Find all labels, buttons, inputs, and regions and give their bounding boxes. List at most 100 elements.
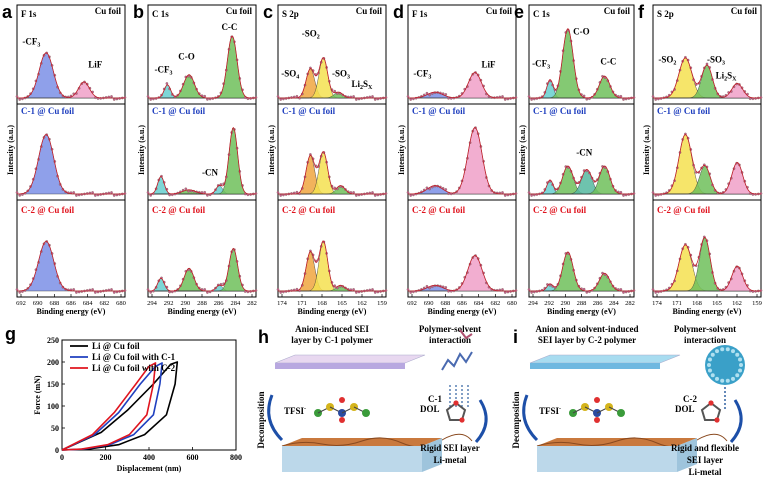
x-tick-label: 800 <box>230 453 242 462</box>
panel-label: g <box>5 324 16 344</box>
result-label: SEI layer <box>687 455 723 465</box>
x-tick-label: 171 <box>672 300 682 307</box>
x-tick-label: 692 <box>407 300 417 307</box>
x-axis-label: Binding energy (eV) <box>298 307 367 316</box>
scheme-title: layer by C-1 polymer <box>291 335 373 345</box>
decomposition-arrow <box>522 394 539 442</box>
x-tick-label: 400 <box>143 453 155 462</box>
y-axis-label: Intensity (a.u.) <box>397 125 406 175</box>
panel-label: d <box>393 2 404 22</box>
x-tick-label: 171 <box>297 300 307 307</box>
dol-label: DOL <box>420 404 440 414</box>
x-tick-label: 294 <box>528 300 539 307</box>
panel-label: f <box>638 2 645 22</box>
sample-label-c1: C-1 @ Cu foil <box>21 106 75 116</box>
sample-label-c1: C-1 @ Cu foil <box>657 106 711 116</box>
envelope-fit <box>148 126 256 195</box>
x-tick-label: 290 <box>560 300 570 307</box>
x-tick-label: 282 <box>625 300 635 307</box>
peak-annotation: C-O <box>573 27 590 37</box>
envelope-fit <box>529 28 634 99</box>
flow-arrow <box>729 399 743 444</box>
peak-annotation: -SO2 <box>658 54 676 66</box>
x-tick-label: 174 <box>277 300 288 307</box>
xps-panels: a F 1s Cu foil C-1 @ Cu foil C-2 @ Cu foil -C… <box>2 2 763 316</box>
scheme-title: Anion-induced SEI <box>295 324 369 334</box>
envelope-fit <box>278 151 386 195</box>
panel-c: c S 2p Cu foil C-1 @ Cu foil C-2 @ Cu foil -S… <box>263 2 388 316</box>
envelope-fit <box>16 134 125 195</box>
x-tick-label: 165 <box>337 300 347 307</box>
y-tick-label: 100 <box>47 402 59 411</box>
peak-annotation: -CF3 <box>22 37 40 49</box>
panel-f: f S 2p Cu foil C-1 @ Cu foil C-2 @ Cu foil -S… <box>638 2 763 316</box>
peak-annotation: -CF3 <box>154 64 172 76</box>
legend-entry: Li @ Cu foil with C-1 <box>92 352 176 362</box>
dol-label: DOL <box>675 404 695 414</box>
peak-annotation: -SO3 <box>332 68 350 80</box>
x-tick-label: 690 <box>424 300 434 307</box>
y-axis-label: Intensity (a.u.) <box>267 125 276 175</box>
peak-annotation: -SO2 <box>302 29 320 41</box>
raw-data-points <box>527 252 636 294</box>
peak-annotation: Li2SX <box>716 70 738 82</box>
result-label: Rigid SEI layer <box>420 443 480 453</box>
substrate-label: Cu foil <box>226 6 253 16</box>
series-line <box>61 361 179 451</box>
interaction-title: Polymer-solvent <box>674 324 736 334</box>
x-tick-label: 159 <box>377 300 387 307</box>
polymer-label: C-1 <box>428 394 442 404</box>
envelope-fit <box>408 127 516 195</box>
peak-annotation: LiF <box>88 59 103 69</box>
peak-annotation: C-O <box>178 51 195 61</box>
panel-label: h <box>258 327 269 347</box>
x-axis-label: Binding energy (eV) <box>37 307 106 316</box>
substrate-label: Cu foil <box>731 6 758 16</box>
interaction-title: interaction <box>429 335 471 345</box>
fit-peak <box>17 52 125 99</box>
x-tick-label: 686 <box>66 300 77 307</box>
sample-label-c2: C-2 @ Cu foil <box>282 205 336 215</box>
series-line <box>61 362 157 451</box>
interaction-title: interaction <box>684 335 726 345</box>
peak-annotation: Li2SX <box>351 79 373 91</box>
x-tick-label: 0 <box>60 453 64 462</box>
x-tick-label: 288 <box>197 300 207 307</box>
decomposition-arrow <box>267 394 284 442</box>
decomposition-label: Decomposition <box>511 392 521 449</box>
substrate-label: Cu foil <box>604 6 631 16</box>
x-axis-label: Binding energy (eV) <box>428 307 497 316</box>
x-tick-label: 162 <box>732 300 742 307</box>
panel-e: e C 1s Cu foil C-1 @ Cu foil C-2 @ Cu foil -C… <box>514 2 636 316</box>
x-tick-label: 684 <box>83 300 94 307</box>
polymer-particle <box>705 345 745 385</box>
x-tick-label: 682 <box>99 300 109 307</box>
envelope-fit <box>529 251 634 292</box>
x-axis-label: Displacement (nm) <box>117 464 182 473</box>
sample-label-c2: C-2 @ Cu foil <box>152 205 206 215</box>
panel-label: i <box>513 327 518 347</box>
fit-peak <box>16 134 125 195</box>
substrate-label: Cu foil <box>486 6 513 16</box>
fit-peak <box>17 241 125 292</box>
x-axis-label: Binding energy (eV) <box>547 307 616 316</box>
x-tick-label: 600 <box>187 453 199 462</box>
sample-label-c1: C-1 @ Cu foil <box>533 106 587 116</box>
panel-title: S 2p <box>282 9 299 19</box>
panel-label: c <box>263 2 273 22</box>
panel-a: a F 1s Cu foil C-1 @ Cu foil C-2 @ Cu foil -C… <box>2 2 127 316</box>
x-tick-label: 686 <box>457 300 468 307</box>
panel-label: e <box>514 2 524 22</box>
y-tick-label: 150 <box>47 380 59 389</box>
panel-label: b <box>133 2 144 22</box>
peak-annotation: -CF3 <box>413 68 431 80</box>
substrate-label: Cu foil <box>95 6 122 16</box>
sample-label-c1: C-1 @ Cu foil <box>412 106 466 116</box>
envelope-fit <box>529 165 634 195</box>
peak-annotation: C-C <box>600 56 616 66</box>
panel-b: b C 1s Cu foil C-1 @ Cu foil C-2 @ Cu foil -C… <box>133 2 258 316</box>
x-tick-label: 168 <box>692 300 702 307</box>
x-tick-label: 159 <box>752 300 762 307</box>
x-tick-label: 680 <box>116 300 126 307</box>
